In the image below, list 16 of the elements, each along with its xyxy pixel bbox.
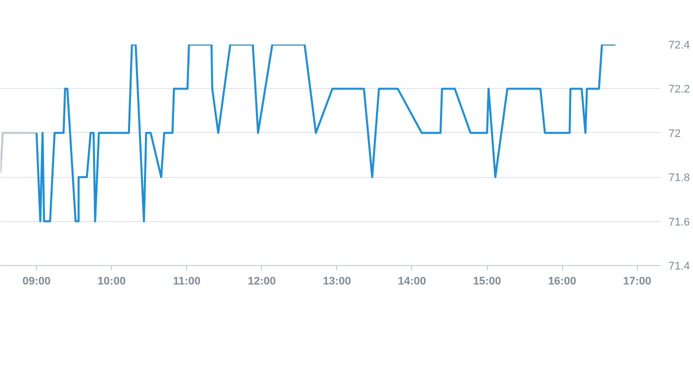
line-series (36, 44, 616, 222)
x-tick-label: 12:00 (248, 276, 276, 288)
y-tick-label: 72.4 (668, 40, 690, 52)
x-tick-label: 11:00 (172, 276, 200, 288)
x-tick-label: 10:00 (98, 276, 126, 288)
y-tick-label: 71.4 (668, 260, 690, 272)
x-tick-label: 09:00 (22, 276, 51, 288)
y-tick-label: 72 (668, 128, 681, 140)
y-tick-label: 72.2 (668, 84, 690, 96)
y-tick-label: 71.8 (668, 172, 690, 184)
x-tick-label: 16:00 (548, 276, 576, 288)
x-tick-label: 13:00 (322, 276, 351, 288)
y-tick-label: 71.6 (668, 216, 690, 228)
x-tick-label: 14:00 (398, 276, 426, 288)
x-tick-label: 17:00 (623, 276, 652, 288)
x-tick-label: 15:00 (472, 276, 502, 288)
